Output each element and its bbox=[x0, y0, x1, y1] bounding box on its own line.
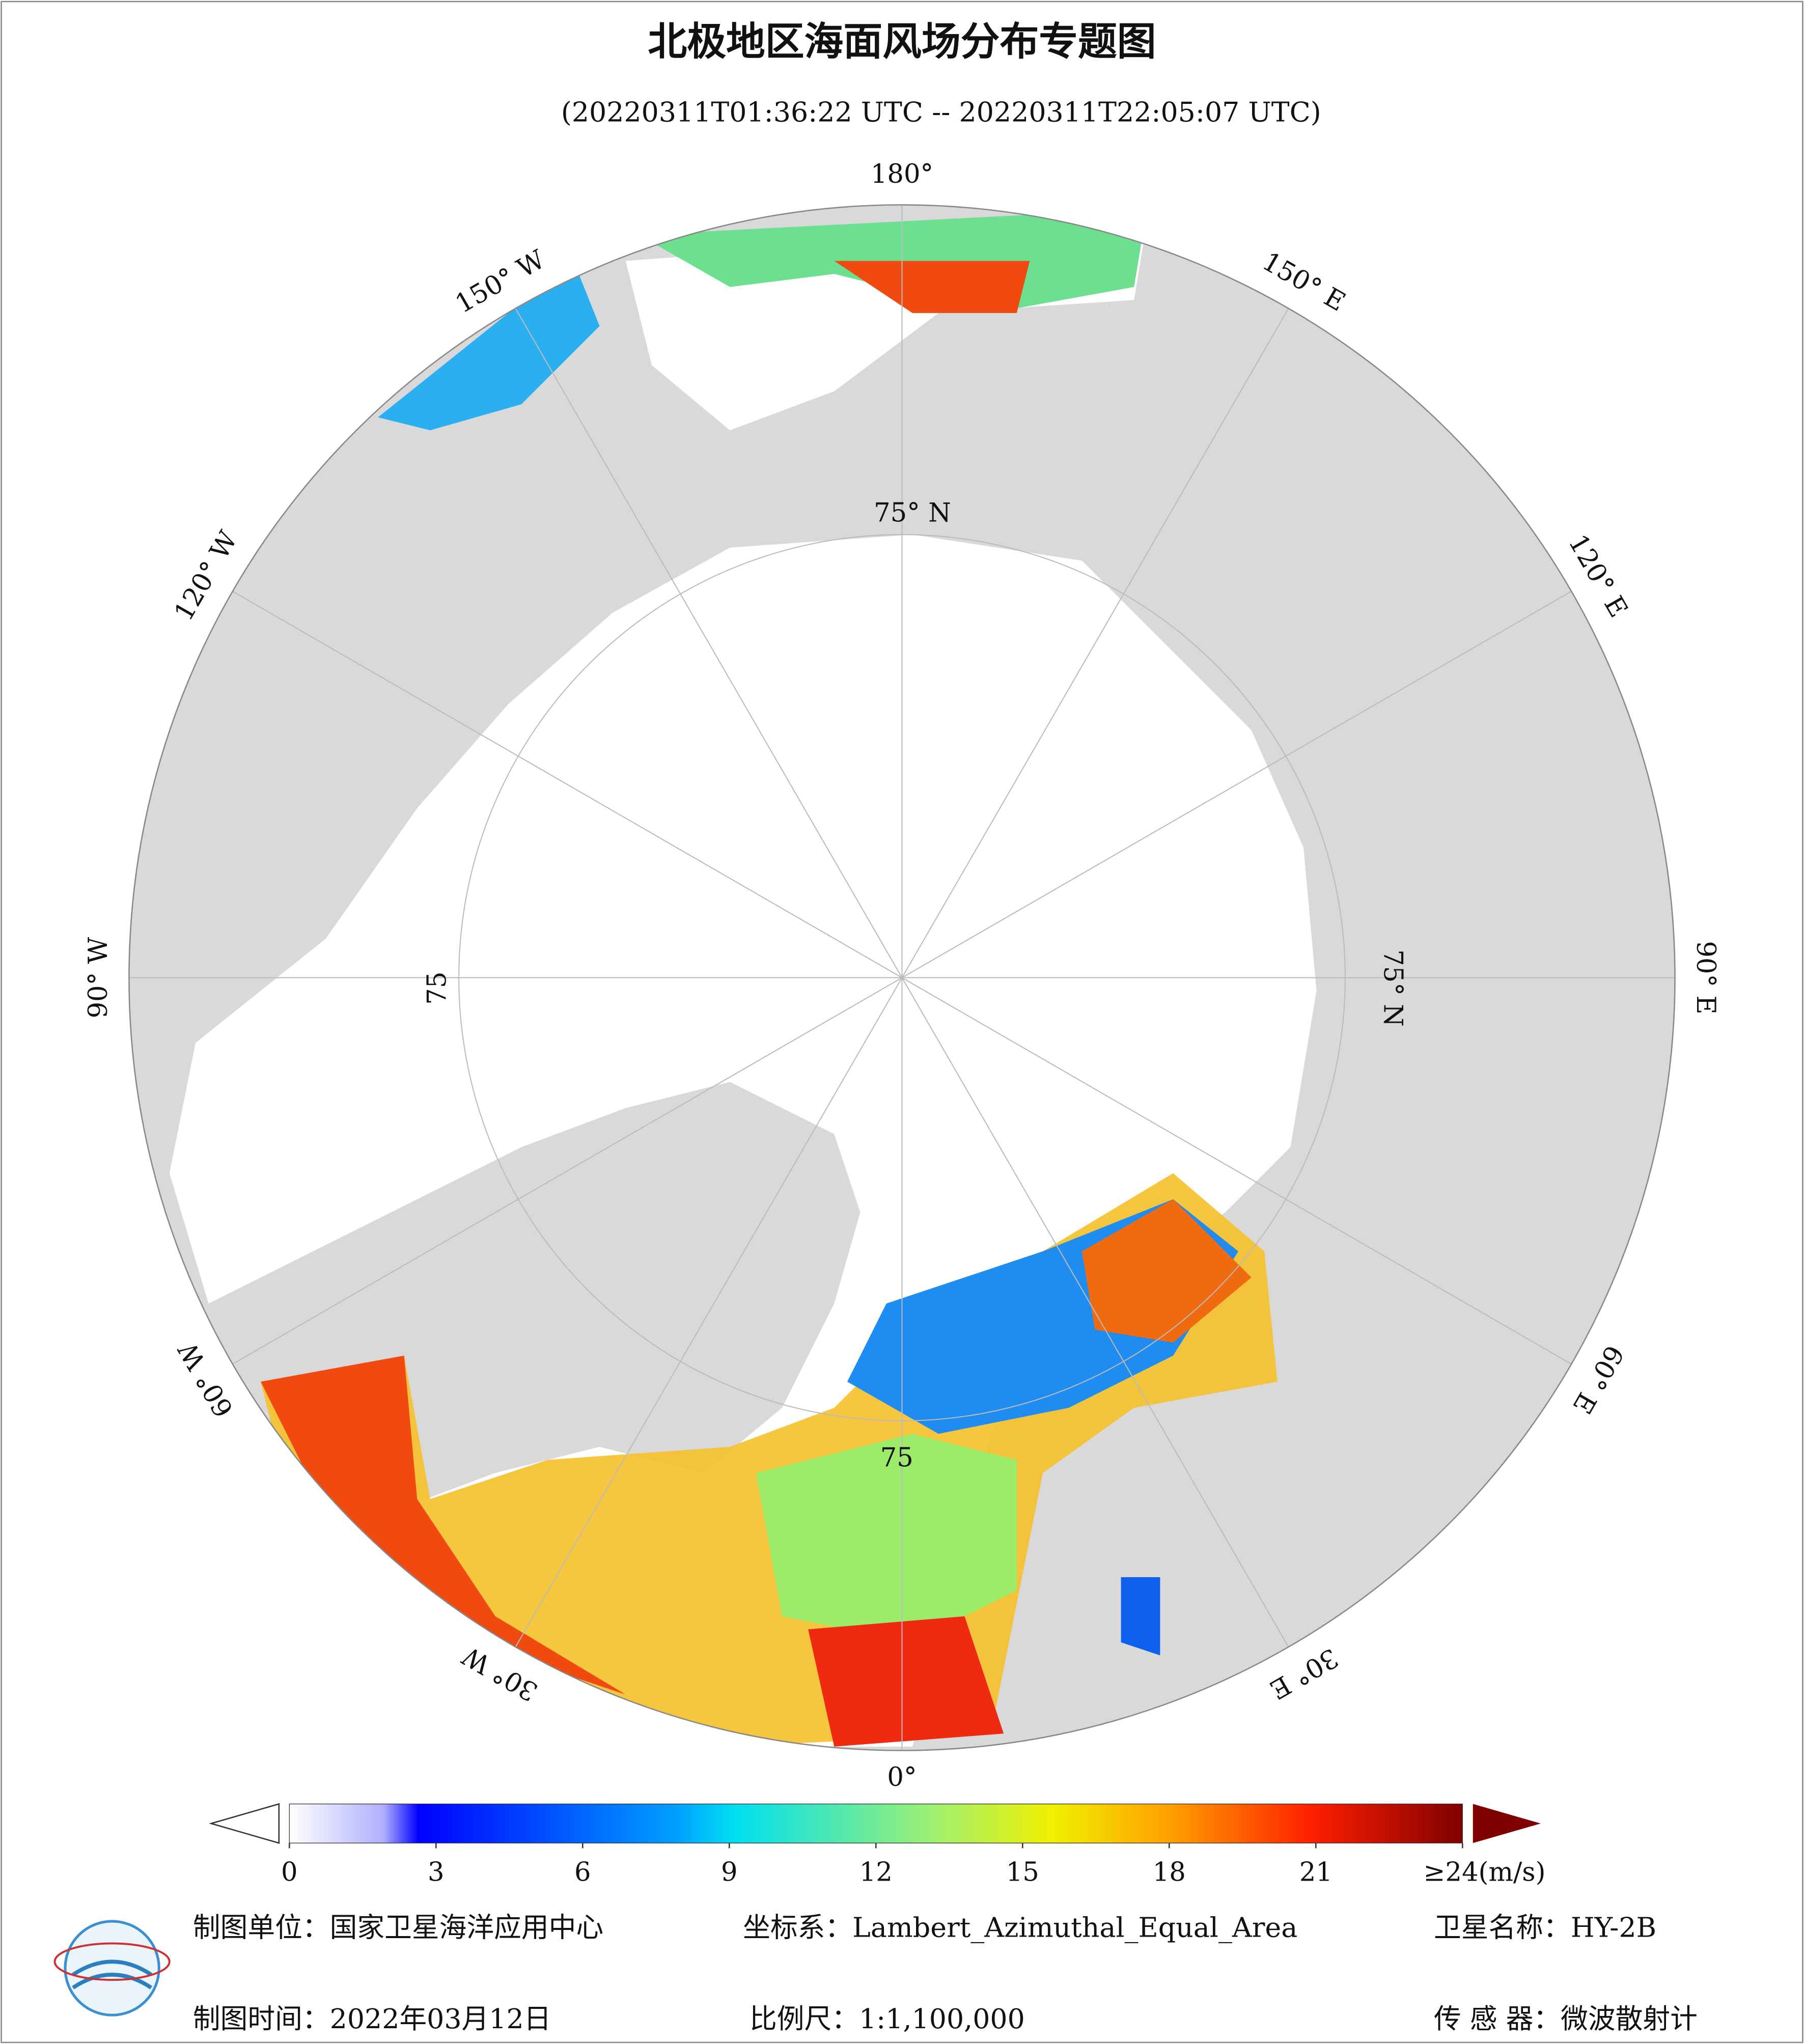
colorbar-tick-label: 6 bbox=[574, 1857, 591, 1888]
colorbar-tick-label: 15 bbox=[1006, 1857, 1039, 1888]
subtitle: (20220311T01:36:22 UTC -- 20220311T22:05… bbox=[561, 96, 1321, 128]
footer-text: 传 感 器：微波散射计 bbox=[1434, 2003, 1698, 2035]
colorbar-max-arrow bbox=[1473, 1804, 1541, 1843]
colorbar-tick-label: ≥24(m/s) bbox=[1423, 1857, 1545, 1888]
title: 北极地区海面风场分布专题图 bbox=[648, 19, 1156, 65]
meridian bbox=[901, 977, 1289, 1647]
colorbar-tick-label: 0 bbox=[281, 1857, 298, 1888]
lat-label: 75° N bbox=[1378, 949, 1408, 1027]
footer-text: 比例尺：1:1,100,000 bbox=[750, 2003, 1025, 2035]
map bbox=[129, 205, 1675, 1751]
footer-text: 坐标系：Lambert_Azimuthal_Equal_Area bbox=[743, 1912, 1297, 1944]
colorbar-tick-label: 21 bbox=[1299, 1857, 1333, 1888]
colorbar-tick-label: 18 bbox=[1153, 1857, 1186, 1888]
lon-label: 90° W bbox=[83, 937, 114, 1018]
colorbar bbox=[289, 1803, 1463, 1843]
footer-text: 卫星名称：HY-2B bbox=[1434, 1912, 1656, 1944]
footer-text: 制图时间：2022年03月12日 bbox=[193, 2003, 551, 2035]
logo bbox=[53, 1920, 171, 2017]
meridian bbox=[515, 977, 903, 1647]
meridian bbox=[515, 308, 903, 978]
meridian bbox=[901, 977, 1572, 1365]
lon-label: 0° bbox=[887, 1762, 917, 1793]
footer-text: 制图单位：国家卫星海洋应用中心 bbox=[193, 1912, 603, 1944]
lat-label: 75 bbox=[880, 1442, 913, 1473]
meridian bbox=[901, 591, 1572, 978]
colorbar-min-arrow bbox=[209, 1803, 280, 1844]
map-border bbox=[128, 204, 1676, 1751]
colorbar-tick-label: 3 bbox=[428, 1857, 445, 1888]
colorbar-tick-label: 12 bbox=[859, 1857, 893, 1888]
meridian bbox=[232, 977, 903, 1365]
lat-label: 75 bbox=[422, 971, 453, 1004]
lat-label: 75° N bbox=[874, 497, 951, 528]
meridian bbox=[232, 591, 903, 978]
meridian bbox=[901, 308, 1289, 978]
lon-label: 90° E bbox=[1690, 941, 1721, 1014]
colorbar-tick-label: 9 bbox=[721, 1857, 738, 1888]
lon-label: 180° bbox=[871, 159, 933, 189]
